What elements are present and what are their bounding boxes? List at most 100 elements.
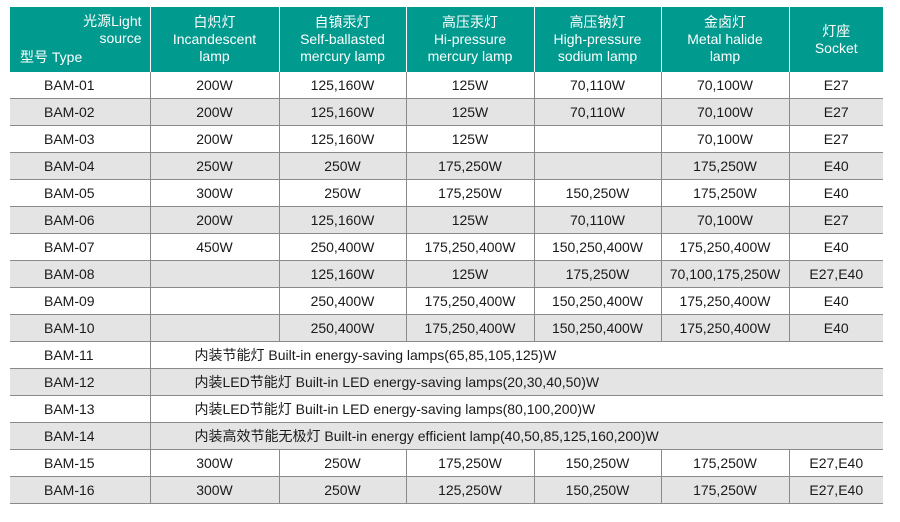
table-row: BAM-16 300W 250W 125,250W 150,250W 175,250W E2… bbox=[10, 476, 883, 504]
model-cell: BAM-15 bbox=[10, 449, 151, 477]
socket-cell: E27 bbox=[789, 206, 883, 234]
metal-halide-cell: 175,250,400W bbox=[661, 287, 790, 315]
column-header-cn: 自镇汞灯 bbox=[314, 14, 371, 30]
builtin-lamp-cell: 内装LED节能灯 Built-in LED energy-saving lamp… bbox=[150, 368, 883, 396]
model-cell: BAM-10 bbox=[10, 314, 151, 342]
model-cell: BAM-05 bbox=[10, 179, 151, 207]
column-header-en: Hi-pressure bbox=[433, 31, 507, 47]
metal-halide-cell: 70,100W bbox=[661, 125, 790, 153]
model-cell: BAM-08 bbox=[10, 260, 151, 288]
table-row: BAM-05 300W 250W 175,250W 150,250W 175,250W E4… bbox=[10, 179, 883, 207]
metal-halide-cell: 175,250W bbox=[661, 476, 790, 504]
socket-cell: E40 bbox=[789, 152, 883, 180]
model-cell: BAM-07 bbox=[10, 233, 151, 261]
column-header-en: High-pressure bbox=[553, 31, 642, 47]
builtin-lamp-cell: 内装LED节能灯 Built-in LED energy-saving lamp… bbox=[150, 395, 883, 423]
hi-pressure-mercury-cell: 175,250,400W bbox=[406, 287, 535, 315]
self-ballasted-cell: 250,400W bbox=[279, 314, 407, 342]
hi-pressure-mercury-cell: 175,250,400W bbox=[406, 233, 535, 261]
self-ballasted-cell: 250,400W bbox=[279, 233, 407, 261]
metal-halide-cell: 175,250W bbox=[661, 449, 790, 477]
incandescent-cell: 300W bbox=[150, 449, 280, 477]
high-pressure-sodium-cell: 150,250W bbox=[534, 179, 662, 207]
self-ballasted-cell: 125,160W bbox=[279, 98, 407, 126]
high-pressure-sodium-cell: 70,110W bbox=[534, 98, 662, 126]
table-row: BAM-07 450W 250,400W 175,250,400W 150,250,40… bbox=[10, 233, 883, 261]
column-header-en2: mercury lamp bbox=[300, 48, 385, 64]
high-pressure-sodium-cell: 150,250,400W bbox=[534, 233, 662, 261]
column-header-high-pressure-sodium: 高压钠灯 High-pressure sodium lamp bbox=[534, 7, 662, 72]
incandescent-cell: 300W bbox=[150, 179, 280, 207]
socket-cell: E27 bbox=[789, 72, 883, 99]
table-row: BAM-12 内装LED节能灯 Built-in LED energy-savin… bbox=[10, 368, 883, 396]
table-row: BAM-14 内装高效节能无极灯 Built-in energy efficien… bbox=[10, 422, 883, 450]
high-pressure-sodium-cell: 175,250W bbox=[534, 260, 662, 288]
self-ballasted-cell: 125,160W bbox=[279, 206, 407, 234]
column-header-cn: 高压汞灯 bbox=[442, 14, 498, 30]
self-ballasted-cell: 125,160W bbox=[279, 125, 407, 153]
socket-cell: E27,E40 bbox=[789, 476, 883, 504]
high-pressure-sodium-cell: 150,250W bbox=[534, 476, 662, 504]
builtin-lamp-cell: 内装高效节能无极灯 Built-in energy efficient lamp… bbox=[150, 422, 883, 450]
high-pressure-sodium-cell: 70,110W bbox=[534, 206, 662, 234]
metal-halide-cell: 70,100,175,250W bbox=[661, 260, 790, 288]
incandescent-cell: 250W bbox=[150, 152, 280, 180]
column-header-hi-pressure-mercury: 高压汞灯 Hi-pressure mercury lamp bbox=[406, 7, 535, 72]
self-ballasted-cell: 250,400W bbox=[279, 287, 407, 315]
incandescent-cell bbox=[150, 314, 280, 342]
model-cell: BAM-04 bbox=[10, 152, 151, 180]
self-ballasted-cell: 250W bbox=[279, 449, 407, 477]
column-header-self-ballasted: 自镇汞灯 Self-ballasted mercury lamp bbox=[279, 7, 407, 72]
socket-cell: E40 bbox=[789, 179, 883, 207]
incandescent-cell bbox=[150, 260, 280, 288]
table-row: BAM-04 250W 250W 175,250W 175,250W E40 bbox=[10, 152, 883, 180]
metal-halide-cell: 175,250W bbox=[661, 179, 790, 207]
metal-halide-cell: 70,100W bbox=[661, 206, 790, 234]
column-header-en2: lamp bbox=[199, 48, 230, 64]
self-ballasted-cell: 125,160W bbox=[279, 260, 407, 288]
column-header-en2: lamp bbox=[709, 48, 741, 64]
lamp-spec-table: 光源Light source 型号 Type 白炽灯 Incandescent … bbox=[10, 7, 883, 504]
model-cell: BAM-09 bbox=[10, 287, 151, 315]
incandescent-cell: 300W bbox=[150, 476, 280, 504]
column-header-cn: 灯座 bbox=[822, 22, 851, 39]
metal-halide-cell: 70,100W bbox=[661, 98, 790, 126]
self-ballasted-cell: 250W bbox=[279, 152, 407, 180]
metal-halide-cell: 175,250W bbox=[661, 152, 790, 180]
corner-source-line2: source bbox=[99, 30, 142, 46]
hi-pressure-mercury-cell: 175,250W bbox=[406, 179, 535, 207]
hi-pressure-mercury-cell: 125W bbox=[406, 260, 535, 288]
model-cell: BAM-03 bbox=[10, 125, 151, 153]
table-row: BAM-13 内装LED节能灯 Built-in LED energy-savin… bbox=[10, 395, 883, 423]
hi-pressure-mercury-cell: 125W bbox=[406, 72, 535, 99]
hi-pressure-mercury-cell: 125W bbox=[406, 206, 535, 234]
model-cell: BAM-02 bbox=[10, 98, 151, 126]
self-ballasted-cell: 125,160W bbox=[279, 72, 407, 99]
metal-halide-cell: 70,100W bbox=[661, 72, 790, 99]
model-cell: BAM-11 bbox=[10, 341, 151, 369]
corner-type-label: 型号 Type bbox=[20, 49, 83, 65]
incandescent-cell: 450W bbox=[150, 233, 280, 261]
column-header-metal-halide: 金卤灯 Metal halide lamp bbox=[661, 7, 790, 72]
hi-pressure-mercury-cell: 125W bbox=[406, 98, 535, 126]
model-cell: BAM-06 bbox=[10, 206, 151, 234]
high-pressure-sodium-cell: 150,250W bbox=[534, 449, 662, 477]
column-header-en2: sodium lamp bbox=[557, 48, 638, 64]
corner-source-line1: 光源Light bbox=[83, 13, 142, 29]
table-row: BAM-02 200W 125,160W 125W 70,110W 70,100W E27 bbox=[10, 98, 883, 126]
high-pressure-sodium-cell bbox=[534, 152, 662, 180]
column-header-cn: 白炽灯 bbox=[193, 14, 236, 30]
hi-pressure-mercury-cell: 125,250W bbox=[406, 476, 535, 504]
table-row: BAM-01 200W 125,160W 125W 70,110W 70,100W E27 bbox=[10, 72, 883, 99]
builtin-lamp-cell: 内装节能灯 Built-in energy-saving lamps(65,85… bbox=[150, 341, 883, 369]
table-row: BAM-06 200W 125,160W 125W 70,110W 70,100W E27 bbox=[10, 206, 883, 234]
socket-cell: E27,E40 bbox=[789, 260, 883, 288]
socket-cell: E27 bbox=[789, 125, 883, 153]
model-cell: BAM-12 bbox=[10, 368, 151, 396]
column-header-incandescent: 白炽灯 Incandescent lamp bbox=[150, 7, 280, 72]
model-cell: BAM-01 bbox=[10, 72, 151, 99]
column-header-cn: 高压钠灯 bbox=[569, 14, 626, 30]
column-header-en: Incandescent bbox=[172, 31, 257, 47]
socket-cell: E27 bbox=[789, 98, 883, 126]
column-header-en: Socket bbox=[814, 39, 858, 56]
